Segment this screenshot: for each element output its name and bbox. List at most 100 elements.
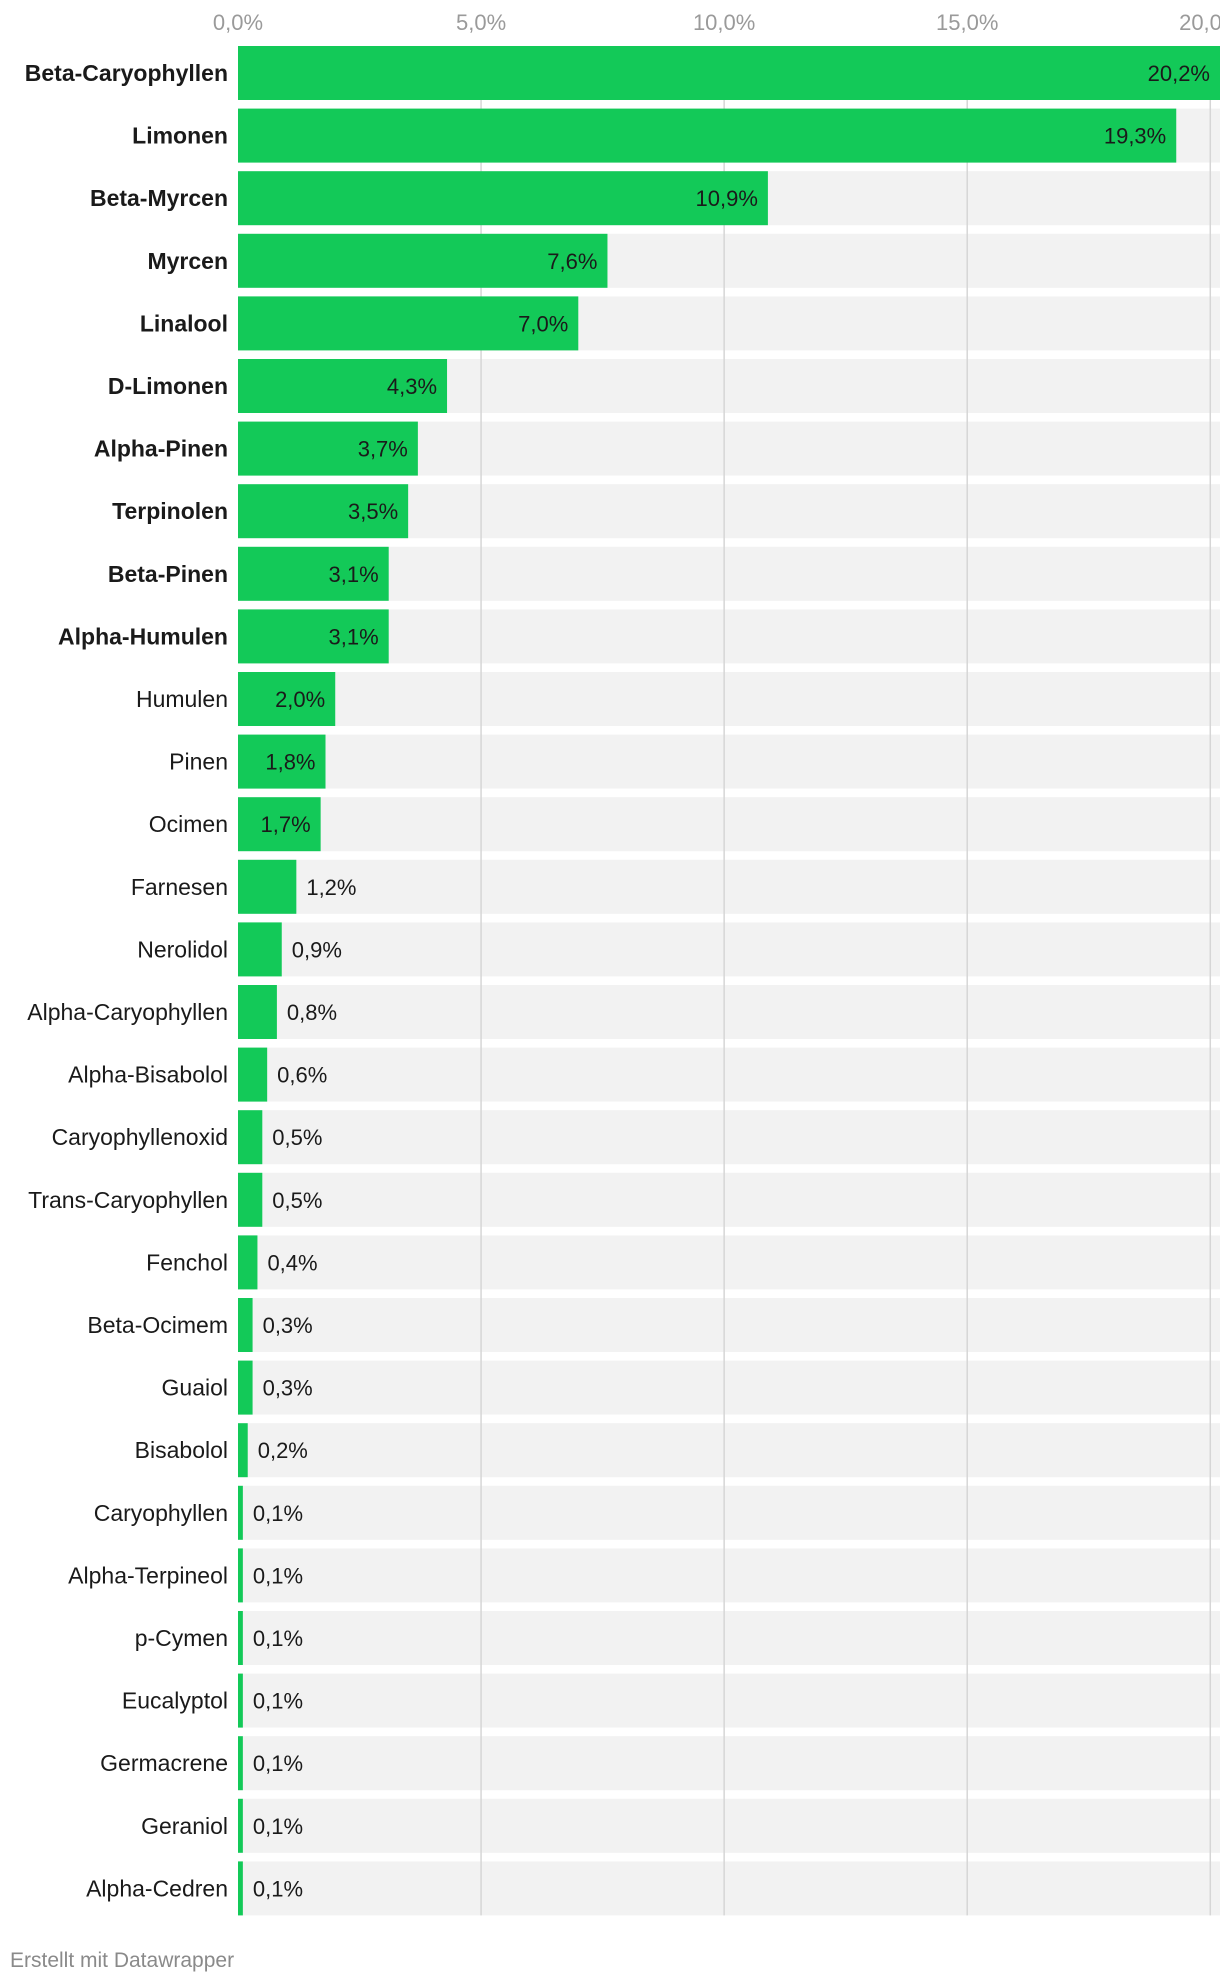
category-labels: Beta-Caryophyllen Limonen Beta-Myrcen Myrce…	[25, 60, 228, 1901]
category-label: Beta-Pinen	[108, 561, 228, 587]
bar	[238, 1611, 243, 1665]
value-label: 3,1%	[329, 624, 379, 649]
category-label: Caryophyllen	[94, 1500, 228, 1526]
bar-track	[238, 1298, 1220, 1352]
bar	[238, 1047, 268, 1102]
bar-track	[238, 1798, 1220, 1853]
bar-track	[238, 672, 1220, 726]
bar	[238, 108, 1177, 163]
bar	[238, 46, 1220, 100]
value-label: 3,7%	[358, 437, 408, 462]
bar	[238, 1673, 243, 1728]
bar	[238, 421, 418, 476]
bar	[238, 985, 277, 1039]
bar	[238, 1736, 243, 1791]
value-label: 0,3%	[263, 1376, 313, 1401]
bar-track	[238, 546, 1220, 601]
category-label: Geraniol	[141, 1813, 228, 1839]
bar	[238, 1423, 248, 1478]
bar	[238, 1298, 253, 1352]
value-label: 0,3%	[263, 1313, 313, 1338]
value-label: 10,9%	[696, 186, 758, 211]
category-label: Beta-Caryophyllen	[25, 60, 228, 86]
bar	[238, 171, 768, 226]
bar	[238, 233, 608, 288]
value-label: 0,8%	[287, 1000, 337, 1025]
bar	[238, 296, 579, 351]
value-label: 7,0%	[518, 311, 568, 336]
bar-track	[238, 922, 1220, 977]
bar	[238, 1548, 243, 1603]
category-label: Farnesen	[131, 874, 228, 900]
x-tick-label: 20,0%	[1179, 10, 1220, 35]
bar-track	[238, 609, 1220, 664]
category-label: Terpinolen	[112, 498, 228, 524]
x-axis-ticks: 0,0% 5,0% 10,0% 15,0% 20,0%	[213, 10, 1220, 35]
category-label: Humulen	[136, 686, 228, 712]
value-label: 19,3%	[1104, 124, 1166, 149]
value-label: 4,3%	[387, 374, 437, 399]
value-label: 0,5%	[272, 1125, 322, 1150]
bar	[238, 1235, 258, 1290]
category-label: Myrcen	[147, 248, 228, 274]
bar	[238, 734, 326, 789]
value-label: 0,6%	[277, 1063, 327, 1088]
value-label: 0,1%	[253, 1501, 303, 1526]
category-label: Limonen	[132, 123, 228, 149]
category-label: Beta-Myrcen	[90, 185, 228, 211]
bars	[238, 46, 1220, 1916]
category-label: Alpha-Humulen	[58, 623, 228, 649]
category-label: Alpha-Bisabolol	[68, 1062, 228, 1088]
bar	[238, 797, 321, 852]
bar-track	[238, 1736, 1220, 1791]
category-label: Alpha-Caryophyllen	[27, 999, 228, 1025]
value-label: 1,2%	[306, 875, 356, 900]
value-label: 0,1%	[253, 1626, 303, 1651]
bar-track	[238, 1611, 1220, 1665]
category-label: Caryophyllenoxid	[52, 1124, 228, 1150]
category-label: Guaiol	[162, 1375, 228, 1401]
category-label: Nerolidol	[137, 936, 228, 962]
bar-track	[238, 1047, 1220, 1102]
value-label: 1,7%	[260, 812, 310, 837]
category-label: Alpha-Pinen	[94, 436, 228, 462]
bar	[238, 484, 409, 539]
value-label: 0,5%	[272, 1188, 322, 1213]
bar-track	[238, 859, 1220, 914]
value-label: 2,0%	[275, 687, 325, 712]
category-label: Linalool	[140, 310, 228, 336]
value-label: 3,5%	[348, 499, 398, 524]
bar-track	[238, 1360, 1220, 1415]
bar	[238, 609, 389, 664]
bar	[238, 1110, 263, 1165]
value-label: 0,1%	[253, 1689, 303, 1714]
category-label: Trans-Caryophyllen	[28, 1187, 228, 1213]
bar	[238, 1360, 253, 1415]
bar-track	[238, 1485, 1220, 1540]
category-label: Germacrene	[100, 1750, 228, 1776]
category-label: p-Cymen	[135, 1625, 228, 1651]
value-label: 0,4%	[267, 1250, 317, 1275]
value-label: 0,1%	[253, 1814, 303, 1839]
bar-track	[238, 1110, 1220, 1165]
value-label: 0,1%	[253, 1876, 303, 1901]
bar-track	[238, 985, 1220, 1039]
bar	[238, 546, 389, 601]
category-label: Bisabolol	[135, 1437, 228, 1463]
bar-track	[238, 1235, 1220, 1290]
bar-track	[238, 797, 1220, 852]
x-tick-label: 15,0%	[936, 10, 998, 35]
value-label: 0,1%	[253, 1563, 303, 1588]
value-label: 0,2%	[258, 1438, 308, 1463]
category-label: Beta-Ocimem	[87, 1312, 228, 1338]
bar-track	[238, 1673, 1220, 1728]
bar	[238, 922, 282, 977]
x-tick-label: 5,0%	[456, 10, 506, 35]
value-label: 0,1%	[253, 1751, 303, 1776]
bar-track	[238, 1861, 1220, 1916]
bar	[238, 1485, 243, 1540]
bar-track	[238, 1423, 1220, 1478]
bar	[238, 1798, 243, 1853]
bar	[238, 359, 448, 413]
category-label: Alpha-Cedren	[86, 1875, 228, 1901]
